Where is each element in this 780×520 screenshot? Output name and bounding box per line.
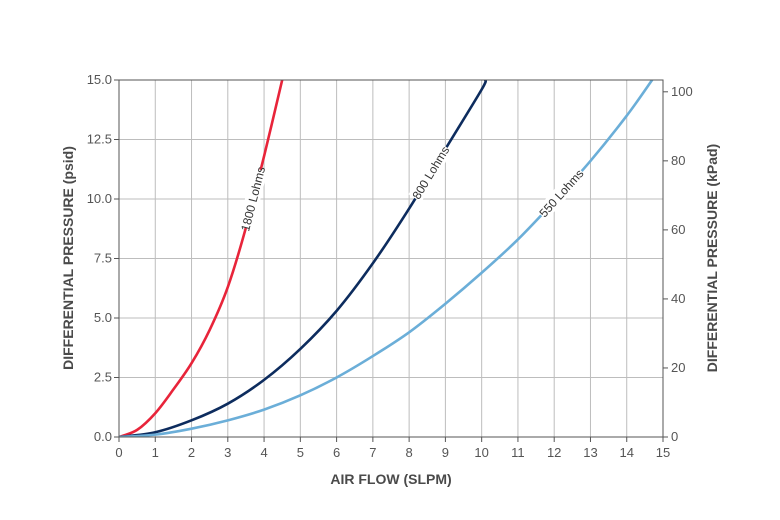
x-tick-label: 13 bbox=[583, 445, 597, 460]
curve-label-bg bbox=[408, 143, 453, 203]
y-tick-label: 10.0 bbox=[87, 191, 112, 206]
x-tick-label: 5 bbox=[297, 445, 304, 460]
y-right-tick-label: 20 bbox=[671, 360, 685, 375]
curve-labels: 1800 Lohms 800 Lohms 550 Lohms bbox=[238, 143, 587, 233]
x-tick-label: 11 bbox=[511, 445, 525, 460]
x-tick-label: 15 bbox=[656, 445, 670, 460]
x-tick-label: 12 bbox=[547, 445, 561, 460]
y-right-tick-label: 40 bbox=[671, 291, 685, 306]
x-tick-label: 1 bbox=[152, 445, 159, 460]
x-axis-title: AIR FLOW (SLPM) bbox=[330, 471, 451, 487]
x-tick-label: 9 bbox=[442, 445, 449, 460]
grid bbox=[118, 79, 664, 438]
plot-frame bbox=[118, 79, 664, 438]
series-line-2 bbox=[119, 80, 488, 437]
y-tick-label: 15.0 bbox=[87, 72, 112, 87]
y-tick-label: 5.0 bbox=[94, 310, 112, 325]
y-tick-label: 2.5 bbox=[94, 370, 112, 385]
y-axis-title-left: DIFFERENTIAL PRESSURE (psid) bbox=[60, 146, 76, 370]
curve-label-bg bbox=[238, 167, 268, 230]
x-tick-label: 3 bbox=[224, 445, 231, 460]
y-tick-label: 7.5 bbox=[94, 251, 112, 266]
x-tick-label: 14 bbox=[619, 445, 633, 460]
y-right-tick-label: 60 bbox=[671, 222, 685, 237]
x-tick-label: 8 bbox=[406, 445, 413, 460]
curve-label-bg bbox=[535, 165, 587, 221]
y-right-tick-label: 0 bbox=[671, 429, 678, 444]
y-right-tick-label: 80 bbox=[671, 153, 685, 168]
x-tick-label: 6 bbox=[333, 445, 340, 460]
axes: 0 1 2 3 4 5 6 7 8 9 10 11 12 13 14 150.02.55.07.510.012… bbox=[87, 72, 693, 460]
curve-label-3: 550 Lohms bbox=[536, 167, 586, 221]
curve-label-group-3: 550 Lohms bbox=[535, 165, 587, 221]
x-tick-label: 10 bbox=[474, 445, 488, 460]
x-tick-label: 0 bbox=[115, 445, 122, 460]
x-tick-label: 2 bbox=[188, 445, 195, 460]
y-tick-label: 0.0 bbox=[94, 429, 112, 444]
y-tick-label: 12.5 bbox=[87, 132, 112, 147]
y-right-tick-label: 100 bbox=[671, 84, 693, 99]
x-tick-label: 4 bbox=[260, 445, 267, 460]
x-tick-label: 7 bbox=[369, 445, 376, 460]
y-axis-title-right: DIFFERENTIAL PRESSURE (kPad) bbox=[704, 144, 720, 372]
